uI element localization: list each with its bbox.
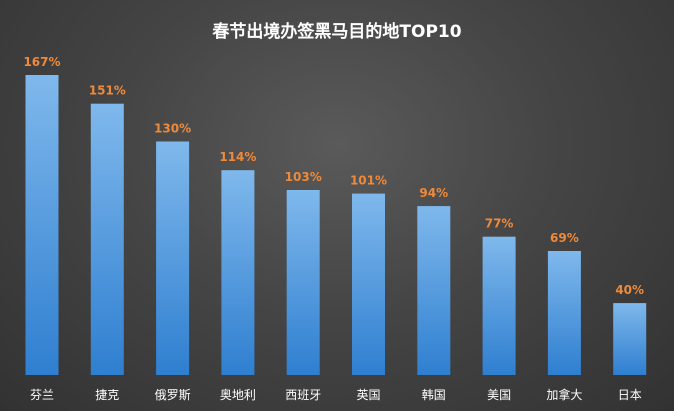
- value-label-6: 94%: [419, 186, 448, 200]
- value-label-0: 167%: [23, 55, 60, 69]
- category-label-9: 日本: [618, 388, 642, 402]
- bars-group: [25, 75, 647, 375]
- bar-8: [547, 251, 581, 375]
- category-label-2: 俄罗斯: [155, 388, 191, 402]
- value-label-2: 130%: [154, 122, 191, 136]
- bar-3: [221, 170, 255, 375]
- value-label-9: 40%: [615, 283, 644, 297]
- bar-5: [352, 193, 385, 375]
- category-label-1: 捷克: [95, 388, 119, 402]
- value-label-1: 151%: [89, 84, 126, 98]
- bar-9: [613, 303, 647, 375]
- value-label-3: 114%: [219, 150, 256, 164]
- bar-6: [417, 206, 451, 375]
- value-label-5: 101%: [350, 174, 387, 188]
- bar-2: [156, 141, 190, 375]
- category-label-0: 芬兰: [30, 388, 54, 402]
- bar-1: [90, 103, 124, 375]
- value-labels-group: 167% 151% 130% 114% 103% 101% 94% 77% 69% 40%: [23, 55, 644, 297]
- category-label-5: 英国: [356, 388, 380, 402]
- category-label-3: 奥地利: [220, 388, 256, 402]
- category-label-7: 美国: [487, 388, 511, 402]
- bar-0: [25, 75, 59, 375]
- category-label-8: 加拿大: [546, 387, 582, 402]
- category-label-4: 西班牙: [285, 388, 321, 402]
- bar-4: [286, 190, 320, 375]
- value-label-7: 77%: [485, 217, 514, 231]
- value-label-8: 69%: [550, 231, 579, 245]
- category-labels-group: 芬兰 捷克 俄罗斯 奥地利 西班牙 英国 韩国 美国 加拿大 日本: [30, 387, 642, 402]
- bar-7: [482, 236, 516, 375]
- category-label-6: 韩国: [422, 387, 446, 402]
- chart-title: 春节出境办签黑马目的地TOP10: [212, 21, 461, 42]
- value-label-4: 103%: [285, 170, 322, 184]
